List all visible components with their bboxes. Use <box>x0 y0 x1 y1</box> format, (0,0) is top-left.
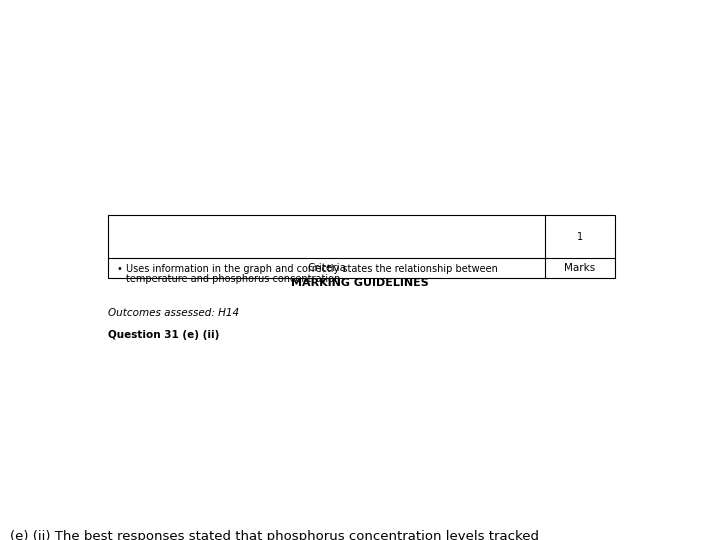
Text: 1: 1 <box>577 232 583 241</box>
Text: •: • <box>116 264 122 274</box>
Text: Marks: Marks <box>564 263 595 273</box>
Text: temperature and phosphorus concentration: temperature and phosphorus concentration <box>126 274 341 285</box>
Text: (e) (ii) The best responses stated that phosphorus concentration levels tracked
: (e) (ii) The best responses stated that … <box>10 530 562 540</box>
Text: Question 31 (e) (ii): Question 31 (e) (ii) <box>108 330 220 340</box>
Text: Criteria: Criteria <box>307 263 346 273</box>
Text: MARKING GUIDELINES: MARKING GUIDELINES <box>291 278 429 288</box>
Text: Uses information in the graph and correctly states the relationship between: Uses information in the graph and correc… <box>126 264 498 274</box>
Text: Outcomes assessed: H14: Outcomes assessed: H14 <box>108 308 239 318</box>
